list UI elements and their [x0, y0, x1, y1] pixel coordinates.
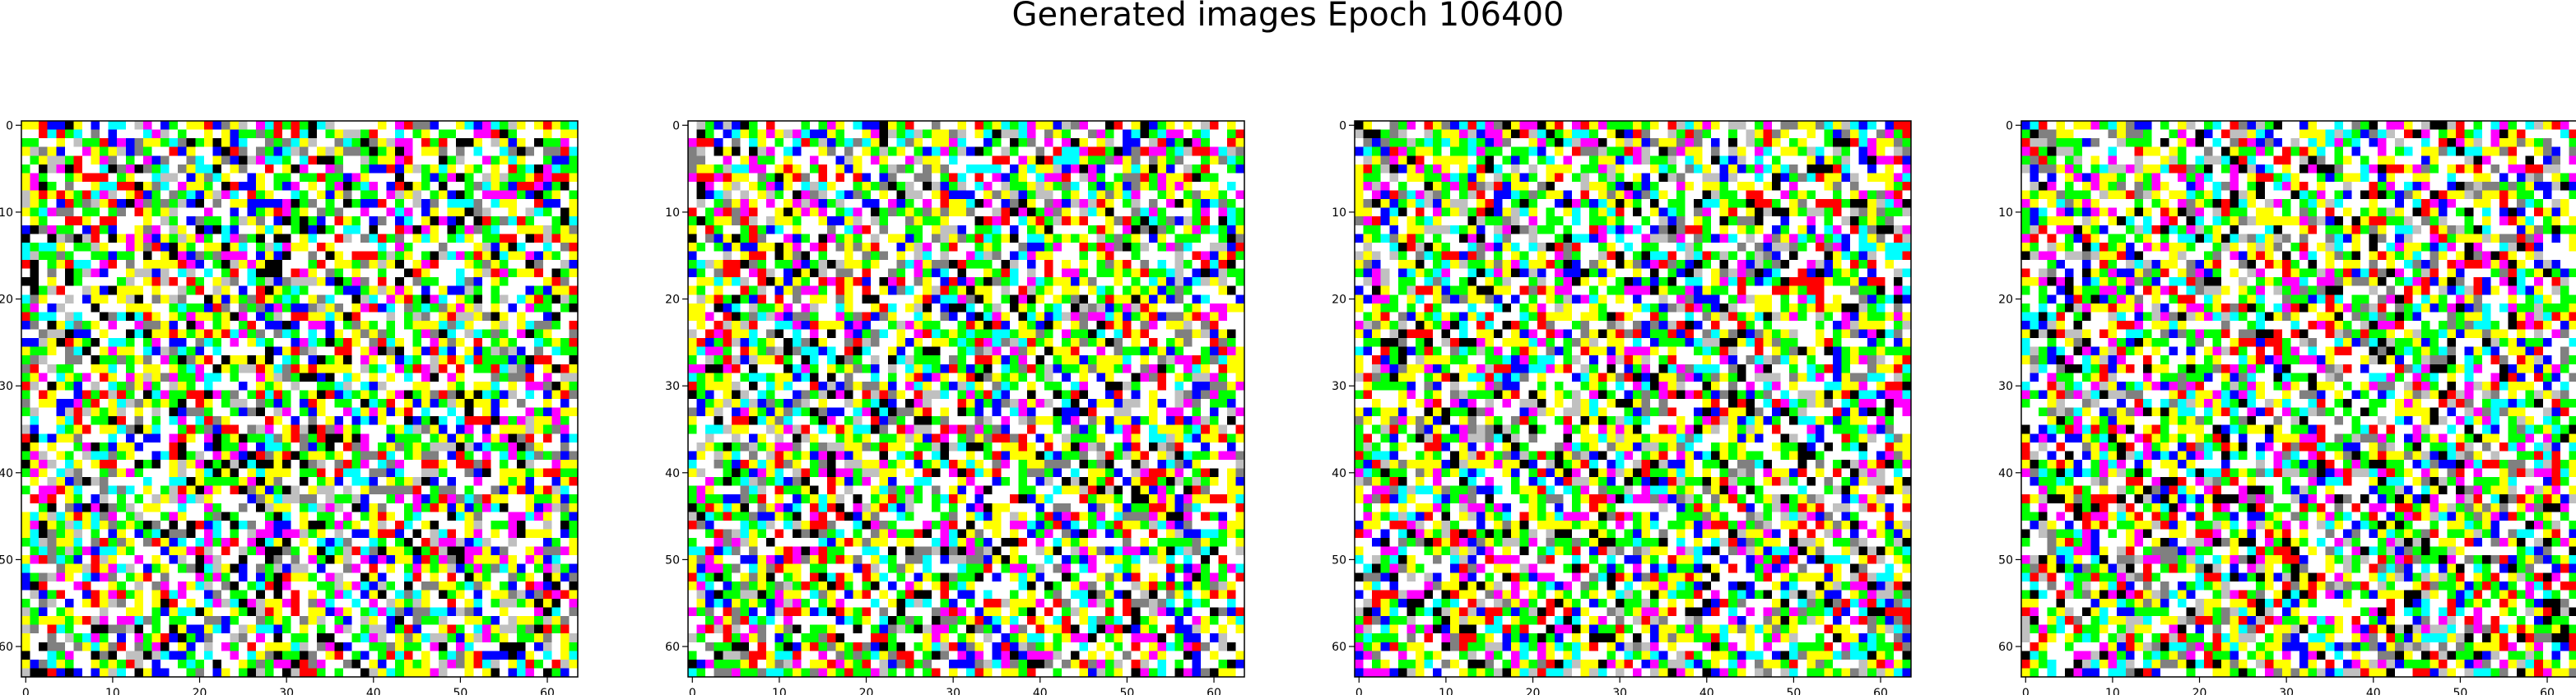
x-tick-label: 20 [859, 687, 874, 695]
x-tick-label: 20 [2192, 687, 2207, 695]
y-tick-label: 30 [1332, 380, 1346, 393]
y-tick-label: 30 [0, 380, 13, 393]
x-tick-label: 40 [1700, 687, 1714, 695]
x-tick-label: 60 [1207, 687, 1221, 695]
generated-image-2-pixels [688, 121, 1245, 678]
x-tick-label: 40 [1033, 687, 1048, 695]
y-tick-label: 0 [2006, 119, 2013, 132]
y-tick-label: 50 [1998, 554, 2013, 567]
x-tick-label: 10 [2105, 687, 2120, 695]
generated-image-4-frame [2020, 120, 2576, 678]
y-tick-label: 40 [665, 467, 680, 480]
y-tick-label: 40 [1998, 467, 2013, 480]
x-tick-label: 30 [1612, 687, 1627, 695]
x-tick-label: 20 [1526, 687, 1541, 695]
y-tick-label: 0 [672, 119, 680, 132]
y-tick-label: 40 [1332, 467, 1346, 480]
x-tick-label: 60 [2540, 687, 2555, 695]
x-tick-label: 40 [2366, 687, 2381, 695]
x-tick-label: 30 [2279, 687, 2294, 695]
generated-image-2-frame [687, 120, 1245, 678]
x-tick-label: 30 [279, 687, 294, 695]
y-tick-label: 30 [1998, 380, 2013, 393]
y-tick-label: 60 [0, 641, 13, 654]
generated-image-3-frame [1354, 120, 1912, 678]
y-tick-label: 0 [6, 119, 13, 132]
x-tick-label: 0 [689, 687, 696, 695]
y-tick-label: 30 [665, 380, 680, 393]
y-tick-label: 10 [665, 206, 680, 220]
y-tick-label: 50 [0, 554, 13, 567]
y-tick-label: 20 [665, 294, 680, 307]
y-tick-label: 60 [665, 641, 680, 654]
y-tick-label: 20 [1998, 294, 2013, 307]
y-tick-label: 60 [1998, 641, 2013, 654]
x-tick-label: 60 [1873, 687, 1888, 695]
x-tick-label: 20 [193, 687, 207, 695]
y-tick-label: 60 [1332, 641, 1346, 654]
generated-image-1-pixels [21, 121, 579, 678]
figure-title: Generated images Epoch 106400 [1011, 0, 1565, 34]
x-tick-label: 10 [105, 687, 120, 695]
y-tick-label: 20 [1332, 294, 1346, 307]
generated-image-4-pixels [2021, 121, 2576, 678]
y-tick-label: 10 [0, 206, 13, 220]
x-tick-label: 0 [1355, 687, 1363, 695]
generated-image-3-pixels [1355, 121, 1912, 678]
generated-image-1-frame [21, 120, 579, 678]
y-tick-label: 50 [1332, 554, 1346, 567]
x-tick-label: 0 [22, 687, 30, 695]
y-tick-label: 0 [1339, 119, 1346, 132]
x-tick-label: 10 [1439, 687, 1453, 695]
y-tick-label: 50 [665, 554, 680, 567]
x-tick-label: 10 [772, 687, 787, 695]
x-tick-label: 50 [2453, 687, 2467, 695]
y-tick-label: 20 [0, 294, 13, 307]
y-tick-label: 40 [0, 467, 13, 480]
x-tick-label: 0 [2022, 687, 2030, 695]
x-tick-label: 50 [453, 687, 467, 695]
x-tick-label: 50 [1786, 687, 1801, 695]
x-tick-label: 60 [540, 687, 555, 695]
y-tick-label: 10 [1332, 206, 1346, 220]
x-tick-label: 30 [946, 687, 960, 695]
x-tick-label: 40 [366, 687, 381, 695]
y-tick-label: 10 [1998, 206, 2013, 220]
x-tick-label: 50 [1119, 687, 1134, 695]
